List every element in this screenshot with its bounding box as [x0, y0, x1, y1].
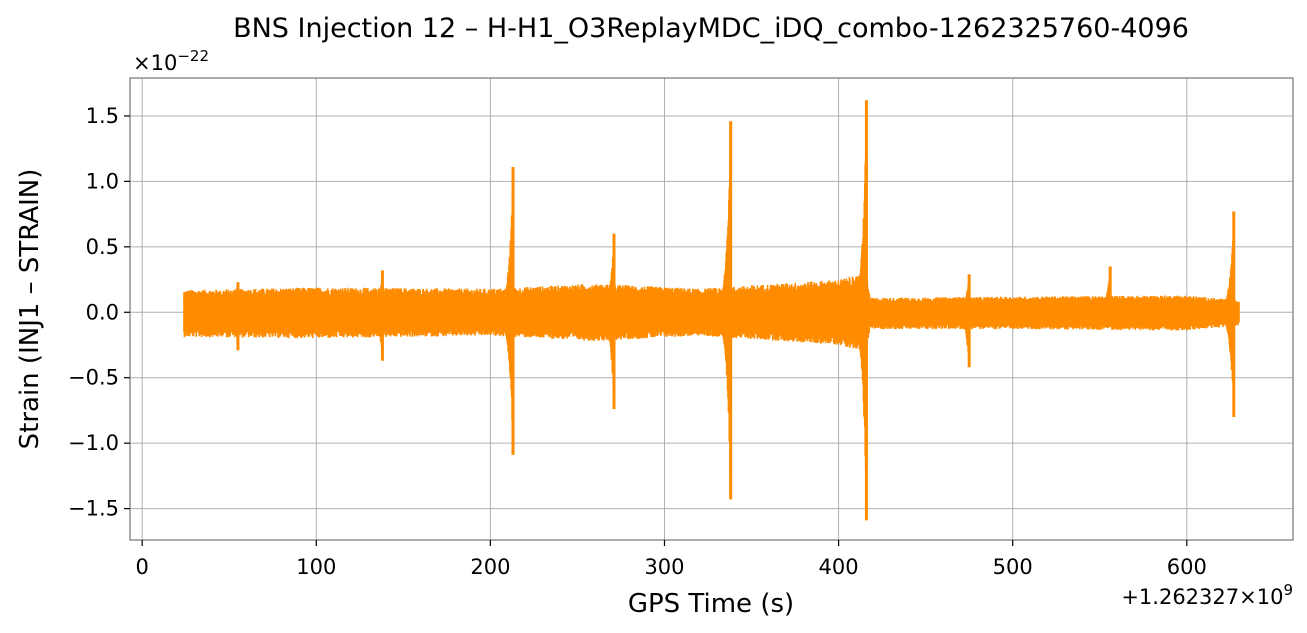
- y-scale-factor: ×10−22: [133, 47, 209, 75]
- strain-trace: [183, 128, 1240, 488]
- y-tick-label: 1.5: [86, 104, 119, 128]
- strain-series: [183, 100, 1240, 521]
- y-tick-label: 0.5: [86, 235, 119, 259]
- x-tick-label: 500: [993, 555, 1033, 579]
- x-tick-label: 0: [135, 555, 148, 579]
- axis-ticks: 0 100 200 300 400 500 600 −1.5 −1.0 −0.5 0.0 0.5 1.0…: [68, 104, 1207, 579]
- x-tick-label: 400: [819, 555, 859, 579]
- x-tick-label: 600: [1167, 555, 1207, 579]
- x-tick-label: 300: [644, 555, 684, 579]
- x-tick-label: 200: [470, 555, 510, 579]
- y-tick-label: −1.0: [68, 431, 119, 455]
- y-tick-label: −1.5: [68, 497, 119, 521]
- x-offset-factor: +1.262327×109: [1121, 581, 1293, 609]
- y-tick-label: 0.0: [86, 300, 119, 324]
- x-axis-label: GPS Time (s): [628, 589, 794, 619]
- x-tick-label: 100: [296, 555, 336, 579]
- y-tick-label: 1.0: [86, 169, 119, 193]
- y-tick-label: −0.5: [68, 366, 119, 390]
- y-axis-label: Strain (INJ1 – STRAIN): [15, 169, 45, 450]
- chart-title: BNS Injection 12 – H-H1_O3ReplayMDC_iDQ_…: [233, 13, 1189, 44]
- plot-frame: [129, 77, 1294, 541]
